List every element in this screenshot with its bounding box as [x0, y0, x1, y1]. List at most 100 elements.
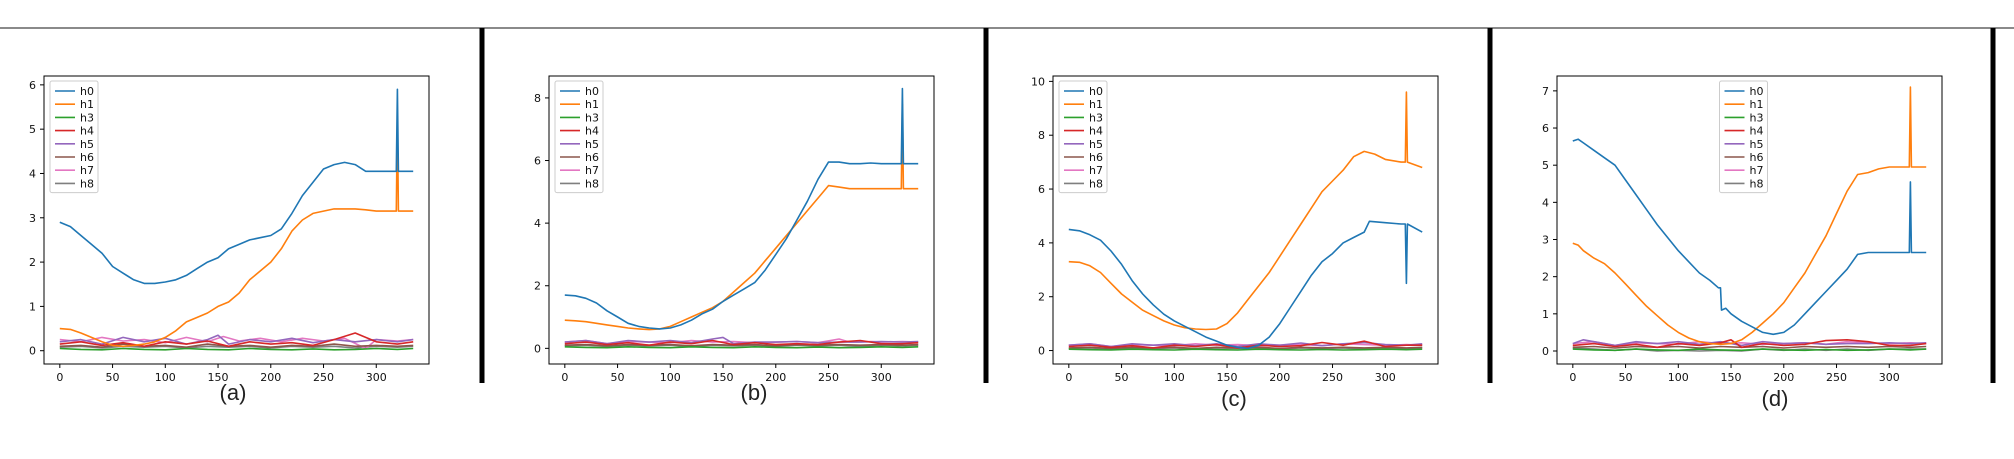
- series-line-h4: [1068, 340, 1423, 349]
- x-tick: 0: [56, 364, 63, 384]
- y-tick: 6: [1038, 183, 1053, 196]
- y-tick-label: 3: [29, 212, 36, 225]
- y-tick: 6: [534, 155, 549, 168]
- x-tick-label: 300: [1879, 371, 1900, 384]
- y-tick: 3: [29, 212, 44, 225]
- legend-label-h8: h8: [80, 177, 94, 190]
- legend-label-h8: h8: [1750, 177, 1764, 190]
- y-tick-label: 5: [1542, 159, 1549, 172]
- x-tick: 300: [871, 364, 892, 384]
- x-tick-label: 200: [260, 371, 281, 384]
- x-tick-label: 200: [765, 371, 786, 384]
- y-tick-label: 4: [29, 167, 36, 180]
- series-line-h4: [1572, 339, 1927, 349]
- chart-panel: 0 50 100 150 200 250 300 0 1 2 3 4 5 6 h0h1h3h4h5h6h7h…: [29, 75, 430, 384]
- x-tick-label: 300: [1375, 371, 1396, 384]
- y-tick-label: 6: [29, 79, 36, 92]
- y-tick: 6: [29, 79, 44, 92]
- series-line-h0: [59, 88, 414, 285]
- x-tick: 150: [1721, 364, 1742, 384]
- x-tick-label: 150: [1721, 371, 1742, 384]
- series-line-h1: [1068, 91, 1423, 331]
- legend-label-h0: h0: [1089, 85, 1103, 98]
- axes-frame: [1556, 75, 1943, 365]
- y-tick: 6: [1542, 122, 1557, 135]
- y-tick-label: 2: [1542, 271, 1549, 284]
- legend-label-h8: h8: [585, 177, 599, 190]
- legend-label-h7: h7: [80, 164, 94, 177]
- y-tick: 8: [534, 92, 549, 105]
- y-tick: 4: [1038, 237, 1053, 250]
- series-line-h6: [564, 343, 919, 347]
- y-tick-label: 8: [1038, 129, 1045, 142]
- legend-label-h1: h1: [585, 98, 599, 111]
- legend-label-h3: h3: [1750, 111, 1764, 124]
- y-tick: 8: [1038, 129, 1053, 142]
- y-tick: 0: [29, 345, 44, 358]
- x-tick-label: 100: [155, 371, 176, 384]
- series-line-h3: [1572, 348, 1927, 352]
- y-tick-label: 8: [534, 92, 541, 105]
- x-tick-label: 0: [56, 371, 63, 384]
- y-tick-label: 0: [534, 342, 541, 355]
- y-tick-label: 0: [1038, 345, 1045, 358]
- legend-label-h1: h1: [80, 98, 94, 111]
- legend-label-h7: h7: [585, 164, 599, 177]
- x-tick: 150: [713, 364, 734, 384]
- series-line-h0: [1068, 220, 1423, 350]
- x-tick-label: 200: [1773, 371, 1794, 384]
- panel-caption: (c): [1221, 386, 1247, 411]
- series-line-h5: [564, 336, 919, 345]
- chart-panel: 0 50 100 150 200 250 300 0 1 2 3 4 5 6 7 h0h1h3h4h5h6h7…: [1542, 75, 1943, 384]
- x-tick-label: 0: [1065, 371, 1072, 384]
- series-line-h5: [1068, 341, 1423, 348]
- x-tick: 50: [1619, 364, 1633, 384]
- series-line-h6: [59, 343, 414, 348]
- legend-label-h1: h1: [1750, 98, 1764, 111]
- x-tick: 50: [106, 364, 120, 384]
- series-line-h1: [564, 103, 919, 331]
- x-tick-label: 0: [1569, 371, 1576, 384]
- x-tick: 50: [1115, 364, 1129, 384]
- x-tick-label: 200: [1269, 371, 1290, 384]
- y-tick-label: 0: [1542, 345, 1549, 358]
- y-tick-label: 4: [1038, 237, 1045, 250]
- y-tick: 0: [1542, 345, 1557, 358]
- series-line-h0: [564, 87, 919, 330]
- x-tick: 50: [611, 364, 625, 384]
- legend-label-h3: h3: [80, 111, 94, 124]
- x-tick: 250: [1826, 364, 1847, 384]
- axes-frame: [548, 75, 935, 365]
- y-tick: 2: [534, 280, 549, 293]
- x-tick: 150: [1217, 364, 1238, 384]
- x-tick-label: 250: [313, 371, 334, 384]
- x-tick: 250: [313, 364, 334, 384]
- legend-label-h3: h3: [1089, 111, 1103, 124]
- y-tick: 4: [29, 167, 44, 180]
- chart-panel: 0 50 100 150 200 250 300 0 2 4 6 8 10 h0h1h3h4h5h6h7h…: [1031, 75, 1439, 384]
- axes-frame: [1052, 75, 1439, 365]
- y-tick: 0: [534, 342, 549, 355]
- y-tick-label: 6: [1542, 122, 1549, 135]
- y-tick-label: 1: [1542, 308, 1549, 321]
- x-tick: 300: [1879, 364, 1900, 384]
- x-tick-label: 50: [1115, 371, 1129, 384]
- x-tick-label: 300: [366, 371, 387, 384]
- legend-label-h6: h6: [1089, 151, 1103, 164]
- x-tick: 100: [1668, 364, 1689, 384]
- y-tick: 0: [1038, 345, 1053, 358]
- y-tick-label: 10: [1031, 75, 1045, 88]
- legend-label-h6: h6: [80, 151, 94, 164]
- x-tick: 100: [1164, 364, 1185, 384]
- x-tick-label: 50: [611, 371, 625, 384]
- legend-label-h0: h0: [1750, 85, 1764, 98]
- y-tick: 10: [1031, 75, 1053, 88]
- y-tick: 4: [534, 217, 549, 230]
- legend-label-h7: h7: [1089, 164, 1103, 177]
- series-line-h1: [59, 115, 414, 348]
- x-tick: 200: [1269, 364, 1290, 384]
- x-tick-label: 300: [871, 371, 892, 384]
- x-tick-label: 0: [561, 371, 568, 384]
